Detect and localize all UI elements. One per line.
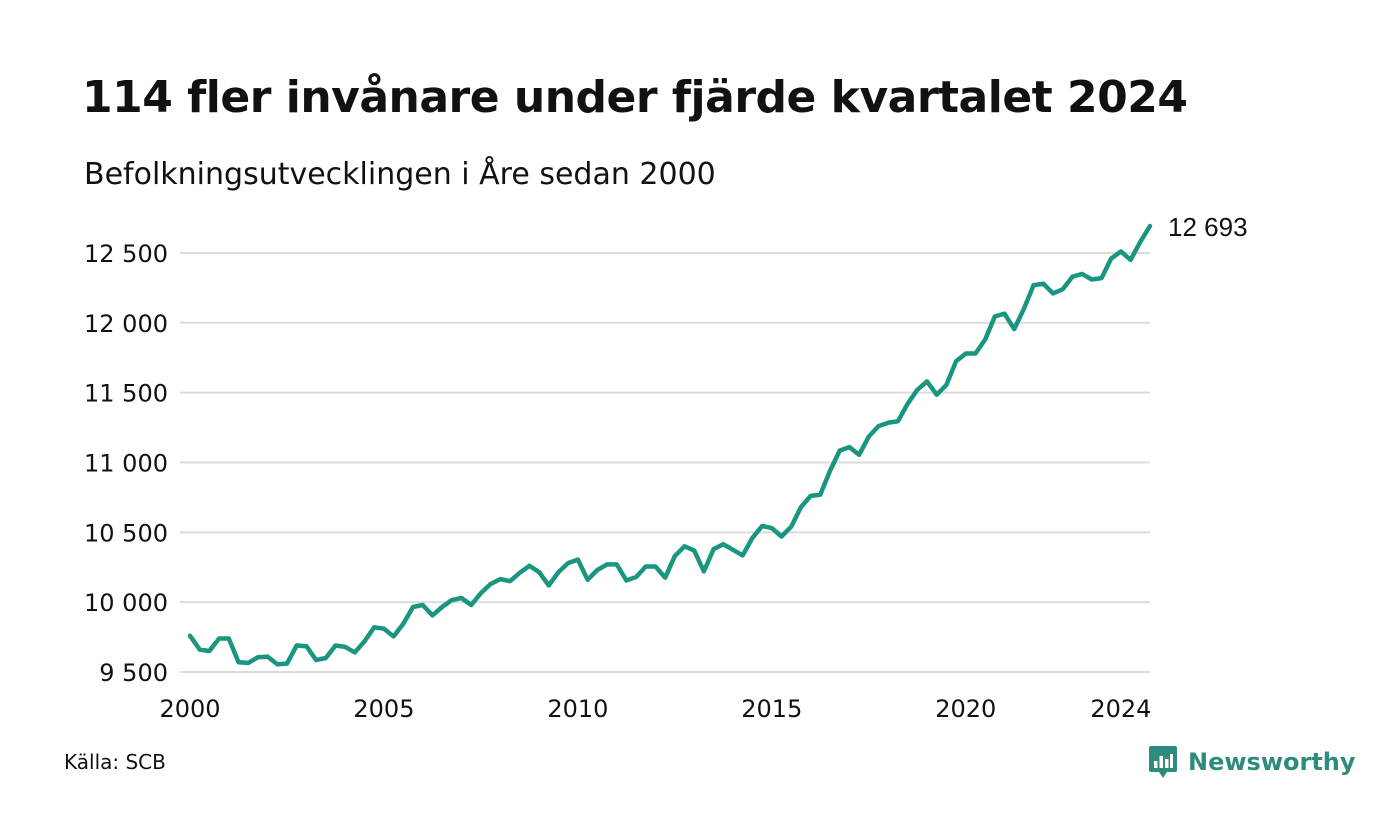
end-value-label: 12 693 xyxy=(1168,212,1248,242)
y-tick-label: 12 500 xyxy=(84,240,168,268)
series-layer xyxy=(187,223,1153,667)
y-tick-label: 10 000 xyxy=(84,589,168,617)
page-title: 114 fler invånare under fjärde kvartalet… xyxy=(82,72,1188,123)
page-subtitle: Befolkningsutvecklingen i Åre sedan 2000 xyxy=(84,157,716,192)
x-tick-label: 2024 xyxy=(1090,695,1151,723)
y-axis-tick-labels: 9 500 10 000 10 500 11 000 11 500 12 000 12 50… xyxy=(84,240,168,687)
series-line xyxy=(187,223,1153,667)
brand-logo: Newsworthy xyxy=(1148,744,1356,780)
end-label-layer: 12 693 xyxy=(1168,212,1248,242)
source-note: Källa: SCB xyxy=(64,750,166,774)
grid-lines xyxy=(180,251,1150,673)
y-tick-label: 11 500 xyxy=(84,380,168,408)
y-tick-label: 10 500 xyxy=(84,519,168,547)
y-tick-label: 12 000 xyxy=(84,310,168,338)
y-tick-label: 9 500 xyxy=(99,659,168,687)
brand-name: Newsworthy xyxy=(1188,748,1356,776)
x-tick-label: 2015 xyxy=(741,695,802,723)
x-axis-tick-labels: 2000 2005 2010 2015 2020 2024 xyxy=(159,695,1151,723)
x-tick-label: 2010 xyxy=(547,695,608,723)
x-tick-label: 2020 xyxy=(935,695,996,723)
x-tick-label: 2000 xyxy=(159,695,220,723)
y-tick-label: 11 000 xyxy=(84,449,168,477)
x-tick-label: 2005 xyxy=(353,695,414,723)
newsworthy-logo-icon xyxy=(1149,746,1177,778)
